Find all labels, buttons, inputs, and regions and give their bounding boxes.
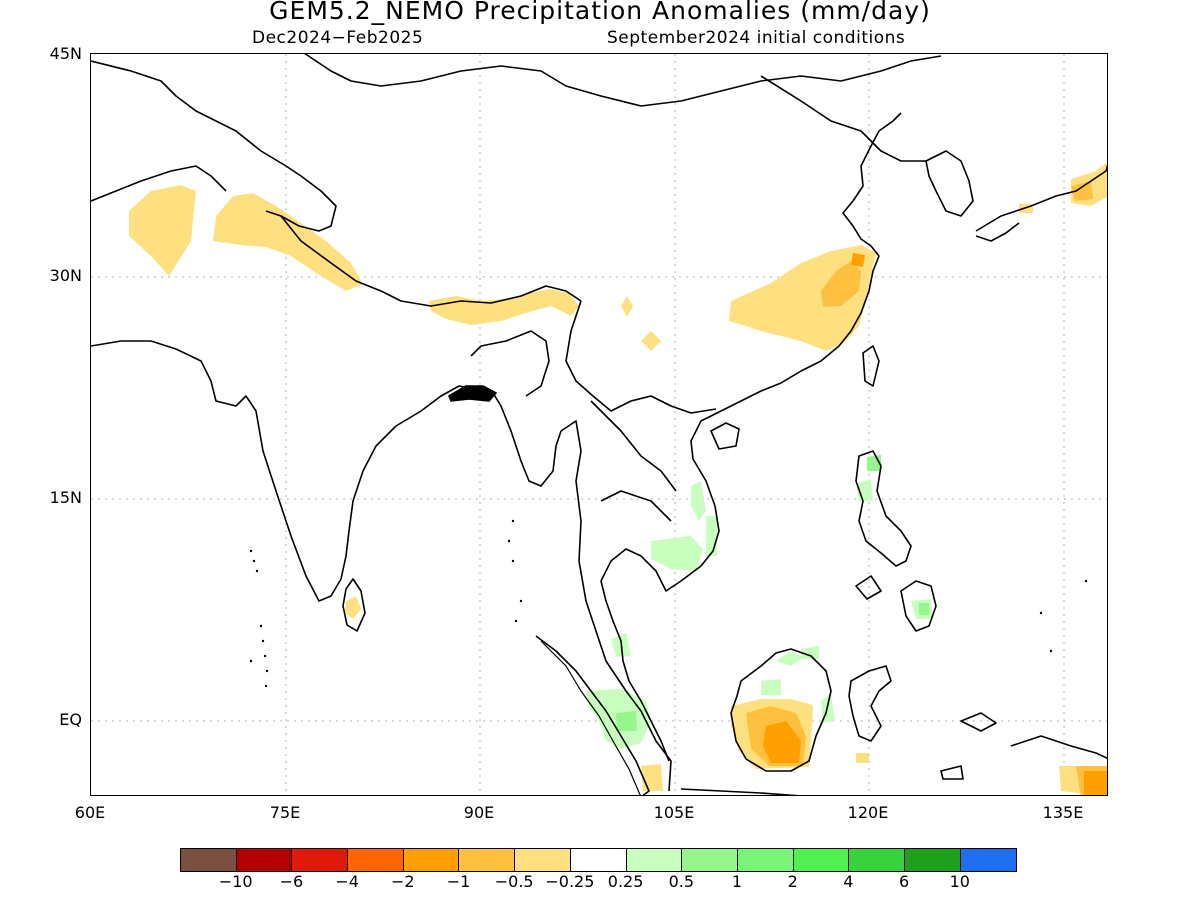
colorbar-swatch [292, 849, 349, 871]
colorbar-label: −1 [446, 872, 471, 891]
lon-label-90e: 90E [463, 803, 495, 822]
colorbar [180, 848, 1018, 872]
colorbar-label: 0.25 [607, 872, 644, 891]
colorbar-swatch [904, 849, 961, 871]
colorbar-swatch [960, 849, 1017, 871]
colorbar-swatch [181, 849, 237, 871]
dry-anomaly-strong [763, 253, 1107, 795]
colorbar-label: 0.5 [668, 872, 695, 891]
colorbar-label: 4 [843, 872, 854, 891]
colorbar-swatch [348, 849, 404, 871]
lat-label-eq: EQ [59, 710, 82, 729]
colorbar-swatch [849, 849, 905, 871]
colorbar-labels: −10 −6 −4 −2 −1 −0.5 −0.25 0.25 0.5 1 2 4 6 10 [0, 872, 1200, 896]
colorbar-swatch [793, 849, 850, 871]
gridlines [91, 54, 1107, 795]
anomaly-map [91, 54, 1107, 795]
colorbar-label: −2 [391, 872, 415, 891]
colorbar-label: 6 [899, 872, 910, 891]
map-title: GEM5.2_NEMO Precipitation Anomalies (mm/… [269, 0, 931, 25]
season-label: Dec2024−Feb2025 [252, 28, 424, 48]
lon-label-135e: 135E [1042, 803, 1084, 822]
map-frame [90, 53, 1108, 796]
colorbar-label: −10 [218, 872, 253, 891]
lat-label-45n: 45N [49, 44, 82, 63]
lon-label-75e: 75E [269, 803, 301, 822]
colorbar-swatch [737, 849, 794, 871]
colorbar-swatch [515, 849, 571, 871]
lon-label-105e: 105E [653, 803, 695, 822]
colorbar-swatch [570, 849, 627, 871]
colorbar-label: −4 [335, 872, 359, 891]
colorbar-label: 2 [787, 872, 798, 891]
small-islands [249, 519, 1088, 688]
lon-label-60e: 60E [74, 803, 106, 822]
colorbar-swatch [236, 849, 293, 871]
colorbar-swatch [403, 849, 460, 871]
colorbar-label: −6 [279, 872, 304, 891]
colorbar-label: −0.5 [494, 872, 534, 891]
lat-label-15n: 15N [49, 488, 82, 507]
colorbar-label: 1 [731, 872, 743, 891]
lat-label-30n: 30N [49, 266, 82, 285]
colorbar-label: −0.25 [545, 872, 595, 891]
colorbar-label: 10 [949, 872, 970, 891]
coastlines [91, 54, 1107, 795]
colorbar-swatch [626, 849, 683, 871]
lon-label-120e: 120E [847, 803, 889, 822]
colorbar-swatch [682, 849, 738, 871]
colorbar-swatch [459, 849, 516, 871]
initial-conditions-label: September2024 initial conditions [607, 28, 906, 48]
